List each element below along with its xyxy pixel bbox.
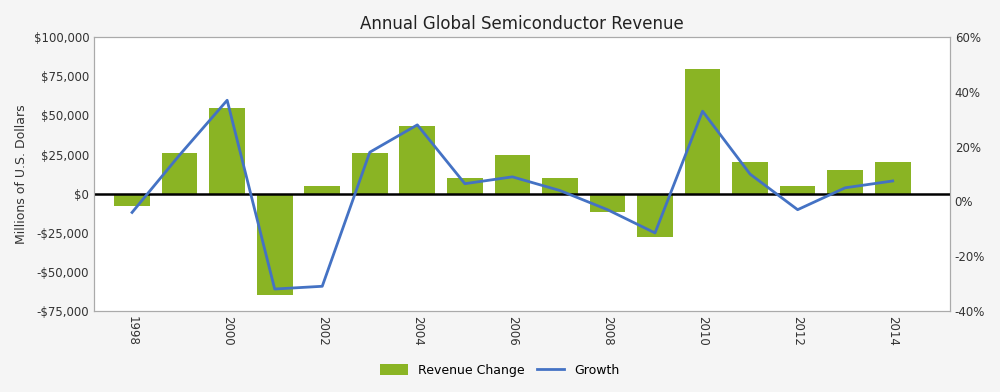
- Growth: [839, 185, 851, 190]
- Growth: [364, 150, 376, 154]
- Bar: [542, 178, 578, 194]
- Growth: [126, 210, 138, 215]
- Bar: [732, 162, 768, 194]
- Growth: [697, 109, 709, 114]
- Growth: [411, 123, 423, 127]
- Legend: Revenue Change, Growth: Revenue Change, Growth: [375, 359, 625, 382]
- Bar: [827, 170, 863, 194]
- Bar: [875, 162, 911, 194]
- Growth: [506, 174, 518, 179]
- Bar: [685, 69, 720, 194]
- Growth: [316, 284, 328, 289]
- Y-axis label: Millions of U.S. Dollars: Millions of U.S. Dollars: [15, 104, 28, 244]
- Bar: [257, 194, 293, 295]
- Growth: [887, 179, 899, 183]
- Title: Annual Global Semiconductor Revenue: Annual Global Semiconductor Revenue: [360, 15, 684, 33]
- Bar: [162, 153, 197, 194]
- Growth: [221, 98, 233, 103]
- Growth: [459, 181, 471, 186]
- Bar: [590, 194, 625, 212]
- Bar: [447, 178, 483, 194]
- Line: Growth: Growth: [132, 100, 893, 289]
- Growth: [792, 207, 804, 212]
- Growth: [554, 188, 566, 193]
- Bar: [495, 154, 530, 194]
- Bar: [637, 194, 673, 238]
- Bar: [399, 127, 435, 194]
- Growth: [601, 207, 613, 212]
- Growth: [174, 152, 186, 157]
- Bar: [352, 153, 388, 194]
- Bar: [114, 194, 150, 206]
- Growth: [744, 172, 756, 176]
- Bar: [304, 186, 340, 194]
- Bar: [209, 108, 245, 194]
- Growth: [269, 287, 281, 291]
- Bar: [780, 186, 815, 194]
- Growth: [649, 230, 661, 235]
